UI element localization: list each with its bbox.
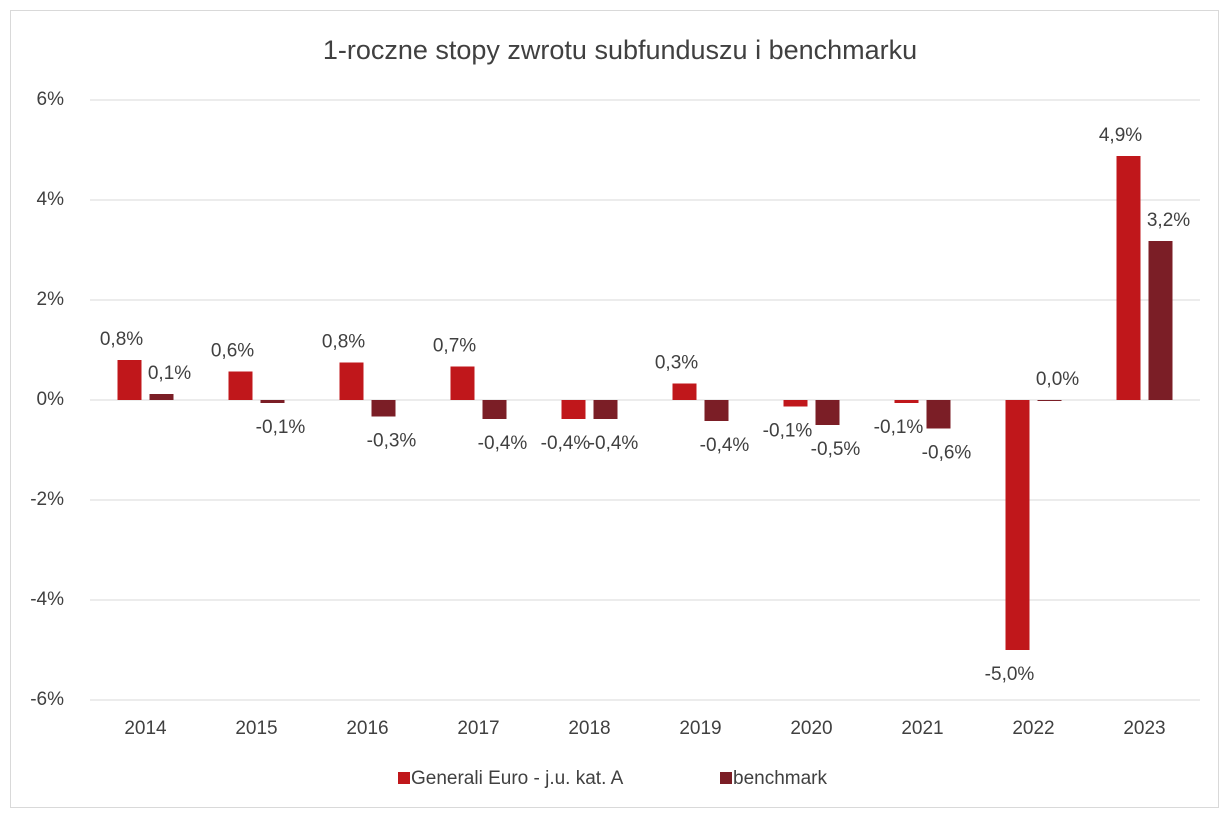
data-label: 0,1% [148, 363, 191, 384]
data-label: 4,9% [1099, 125, 1142, 146]
bar [1116, 156, 1141, 400]
x-tick-label: 2020 [790, 718, 832, 739]
legend-label: benchmark [733, 768, 827, 789]
y-tick-label: 0% [37, 389, 65, 410]
data-label: -0,6% [922, 443, 972, 464]
x-tick-label: 2014 [124, 718, 167, 739]
bar [450, 366, 475, 400]
data-label: -0,4% [700, 435, 750, 456]
bar [1005, 400, 1030, 650]
bar [672, 383, 697, 400]
y-tick-label: -2% [30, 489, 64, 510]
data-label: -0,1% [763, 421, 813, 442]
x-tick-label: 2017 [457, 718, 499, 739]
bar [1148, 241, 1173, 400]
legend-swatch [720, 772, 732, 784]
x-tick-label: 2015 [235, 718, 277, 739]
bar [482, 400, 507, 419]
bar [371, 400, 396, 417]
x-tick-label: 2016 [346, 718, 388, 739]
data-label: 0,6% [211, 341, 254, 362]
data-label: 0,8% [322, 332, 365, 353]
chart-title: 1-roczne stopy zwrotu subfunduszu i benc… [323, 35, 917, 65]
x-tick-label: 2022 [1012, 718, 1054, 739]
bar [117, 360, 142, 400]
bar [593, 400, 618, 419]
bar [561, 400, 586, 419]
data-label: -0,3% [367, 431, 417, 452]
data-label: -0,1% [256, 417, 306, 438]
x-tick-label: 2018 [568, 718, 610, 739]
bar [228, 371, 253, 400]
data-label: -0,5% [811, 439, 861, 460]
data-label: -5,0% [985, 664, 1035, 685]
y-tick-label: 6% [37, 89, 65, 110]
data-label: 3,2% [1147, 210, 1190, 231]
data-label: -0,1% [874, 417, 924, 438]
bar [1037, 400, 1062, 401]
bar [894, 400, 919, 403]
data-label: -0,4% [541, 433, 591, 454]
bar [149, 394, 174, 400]
bar [339, 362, 364, 400]
x-tick-label: 2023 [1123, 718, 1165, 739]
legend-label: Generali Euro - j.u. kat. A [411, 768, 624, 789]
x-tick-label: 2019 [679, 718, 721, 739]
bar [783, 400, 808, 407]
legend-swatch [398, 772, 410, 784]
y-tick-label: 4% [37, 189, 65, 210]
y-tick-label: -4% [30, 589, 64, 610]
data-label: 0,3% [655, 353, 698, 374]
data-label: -0,4% [478, 433, 528, 454]
bar [926, 400, 951, 429]
data-label: -0,4% [589, 433, 639, 454]
data-label: 0,0% [1036, 369, 1079, 390]
bar [704, 400, 729, 421]
bar [815, 400, 840, 425]
data-label: 0,7% [433, 336, 476, 357]
x-tick-label: 2021 [901, 718, 943, 739]
y-tick-label: 2% [37, 289, 65, 310]
data-label: 0,8% [100, 329, 143, 350]
bar [260, 400, 285, 403]
y-tick-label: -6% [30, 689, 64, 710]
